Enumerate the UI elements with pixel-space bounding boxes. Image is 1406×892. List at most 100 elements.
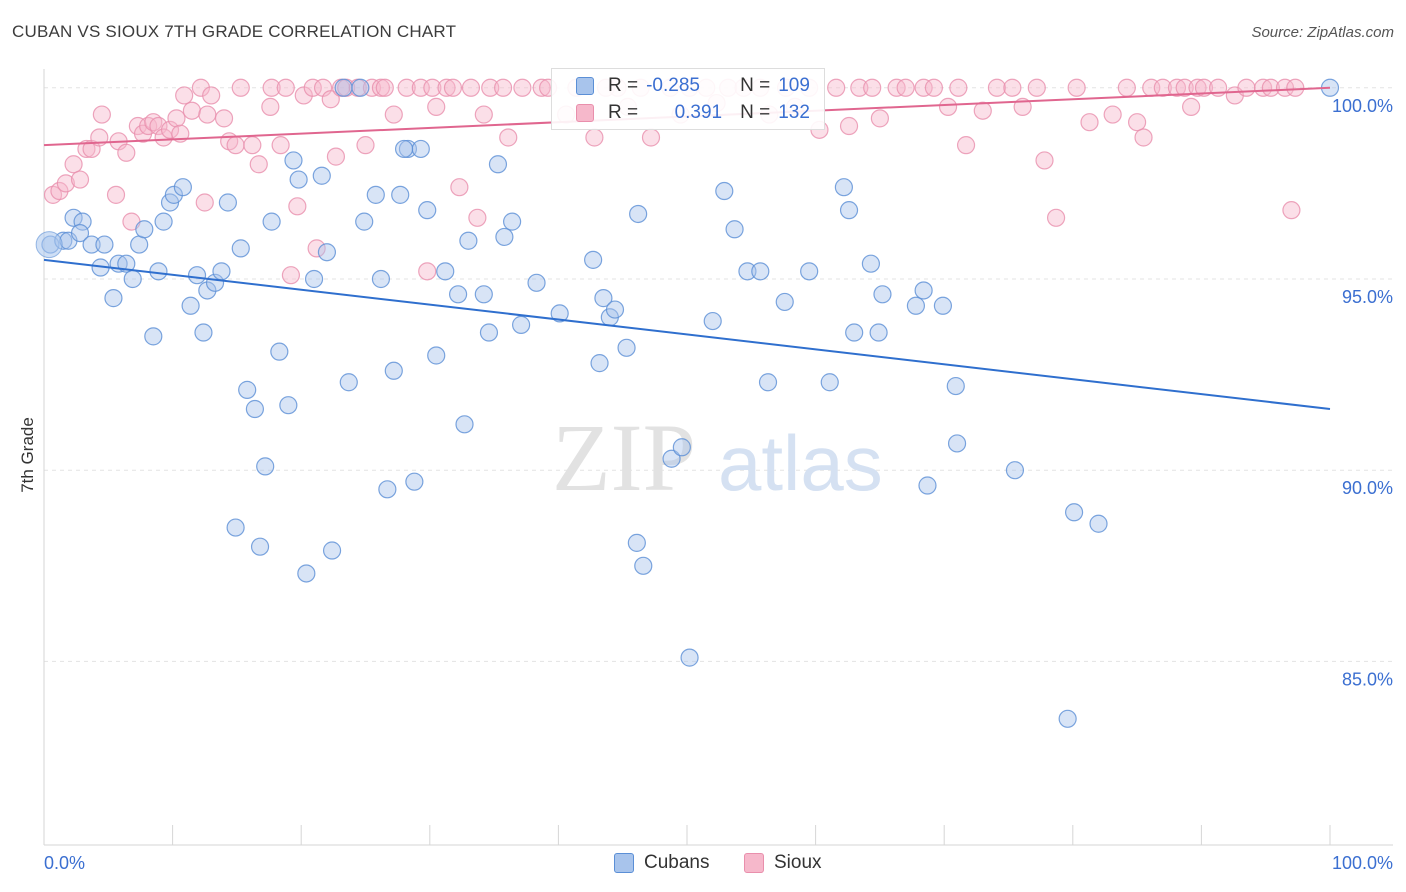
cubans-point xyxy=(95,235,114,254)
cubans-point xyxy=(448,285,468,304)
cubans-point xyxy=(474,285,493,304)
cubans-trend-line xyxy=(43,258,1331,411)
sioux-point xyxy=(468,208,487,227)
cubans-point xyxy=(946,376,965,396)
sioux-point xyxy=(1275,78,1295,97)
cubans-point xyxy=(617,338,636,357)
cubans-point xyxy=(187,266,207,285)
cubans-point xyxy=(262,212,281,231)
sioux-point xyxy=(1261,78,1280,97)
sioux-point xyxy=(371,78,391,97)
cubans-point xyxy=(366,185,385,204)
legend-n-label: N = xyxy=(740,102,771,123)
cubans-point xyxy=(411,139,430,159)
cubans-point xyxy=(550,304,569,323)
sioux-point xyxy=(231,78,250,97)
sioux-point xyxy=(437,78,456,97)
tick-labels: 85.0% 90.0% 95.0% 100.0% 0.0% 100.0% xyxy=(44,96,1393,873)
cubans-legend-swatch xyxy=(614,853,634,873)
sioux-point xyxy=(149,116,168,136)
cubans-point xyxy=(154,212,173,231)
source-label: Source: ZipAtlas.com xyxy=(1251,24,1394,41)
sioux-legend-label: Sioux xyxy=(774,852,822,873)
sioux-swatch xyxy=(576,104,594,122)
cubans-legend-label: Cubans xyxy=(644,852,710,873)
y-tick-label: 95.0% xyxy=(1342,287,1393,307)
cubans-point xyxy=(512,315,531,334)
watermark-zip: ZIP xyxy=(552,404,696,511)
y-tick-label: 90.0% xyxy=(1342,478,1393,498)
sioux-point xyxy=(863,78,882,97)
cubans-point xyxy=(104,289,123,308)
cubans-point xyxy=(218,193,237,212)
cubans-point xyxy=(479,323,499,342)
cubans-point xyxy=(605,300,625,319)
sioux-point xyxy=(271,136,290,155)
sioux-point xyxy=(585,128,604,147)
sioux-point xyxy=(418,262,437,281)
sioux-point xyxy=(499,128,518,147)
cubans-point xyxy=(947,434,967,453)
cubans-point xyxy=(715,181,734,201)
cubans-point xyxy=(1058,709,1077,728)
sioux-point xyxy=(288,197,307,216)
sioux-point xyxy=(427,97,446,116)
legend-row-cubans: R = -0.285 N = 109 xyxy=(576,74,810,98)
sioux-point xyxy=(914,78,933,97)
cubans-point xyxy=(751,262,770,281)
sioux-point xyxy=(92,105,111,124)
sioux-point xyxy=(249,155,268,174)
cubans-point xyxy=(355,212,374,231)
sioux-point xyxy=(1080,113,1099,132)
cubans-swatch xyxy=(576,77,594,95)
cubans-point xyxy=(149,262,168,281)
cubans-point xyxy=(455,415,474,434)
cubans-point xyxy=(869,323,888,342)
cubans-point xyxy=(231,239,250,258)
cubans-point xyxy=(861,254,880,273)
sioux-point xyxy=(461,78,481,97)
cubans-point xyxy=(322,541,342,560)
cubans-point xyxy=(378,480,397,499)
sioux-point xyxy=(117,143,136,162)
cubans-point xyxy=(194,323,213,342)
legend-r-value: -0.285 xyxy=(646,75,700,96)
cubans-point xyxy=(1005,461,1025,480)
cubans-point xyxy=(181,296,200,315)
cubans-point xyxy=(35,231,63,259)
legend-item-sioux[interactable]: Sioux xyxy=(744,852,822,874)
cubans-point xyxy=(503,212,522,231)
sioux-point xyxy=(281,266,301,285)
sioux-point xyxy=(276,78,295,97)
cubans-point xyxy=(135,220,154,239)
sioux-point xyxy=(987,78,1007,97)
sioux-legend-swatch xyxy=(744,853,764,873)
cubans-point xyxy=(873,285,892,304)
cubans-point xyxy=(590,354,609,373)
sioux-point xyxy=(1103,105,1122,124)
cubans-point xyxy=(391,185,410,204)
cubans-point xyxy=(73,212,92,231)
cubans-point xyxy=(906,296,926,315)
cubans-point xyxy=(334,78,353,97)
y-axis-label: 7th Grade xyxy=(18,417,37,493)
cubans-point xyxy=(703,311,722,331)
sioux-point xyxy=(474,105,493,124)
cubans-point xyxy=(634,556,653,575)
sioux-point xyxy=(356,136,375,155)
cubans-point xyxy=(371,269,391,289)
sioux-point xyxy=(167,109,186,128)
cubans-points xyxy=(35,78,1340,728)
legend-item-cubans[interactable]: Cubans xyxy=(614,852,710,874)
sioux-point xyxy=(321,90,340,109)
series-legend: Cubans Sioux xyxy=(0,852,1406,878)
cubans-point xyxy=(775,292,794,312)
cubans-point xyxy=(738,262,757,281)
sioux-point xyxy=(375,78,394,97)
cubans-point xyxy=(256,457,275,476)
cubans-point xyxy=(495,227,514,247)
correlation-legend: R = -0.285 N = 109 R = 0.391 N = 132 xyxy=(551,68,825,130)
cubans-point xyxy=(488,155,508,174)
sioux-point xyxy=(1153,78,1172,97)
